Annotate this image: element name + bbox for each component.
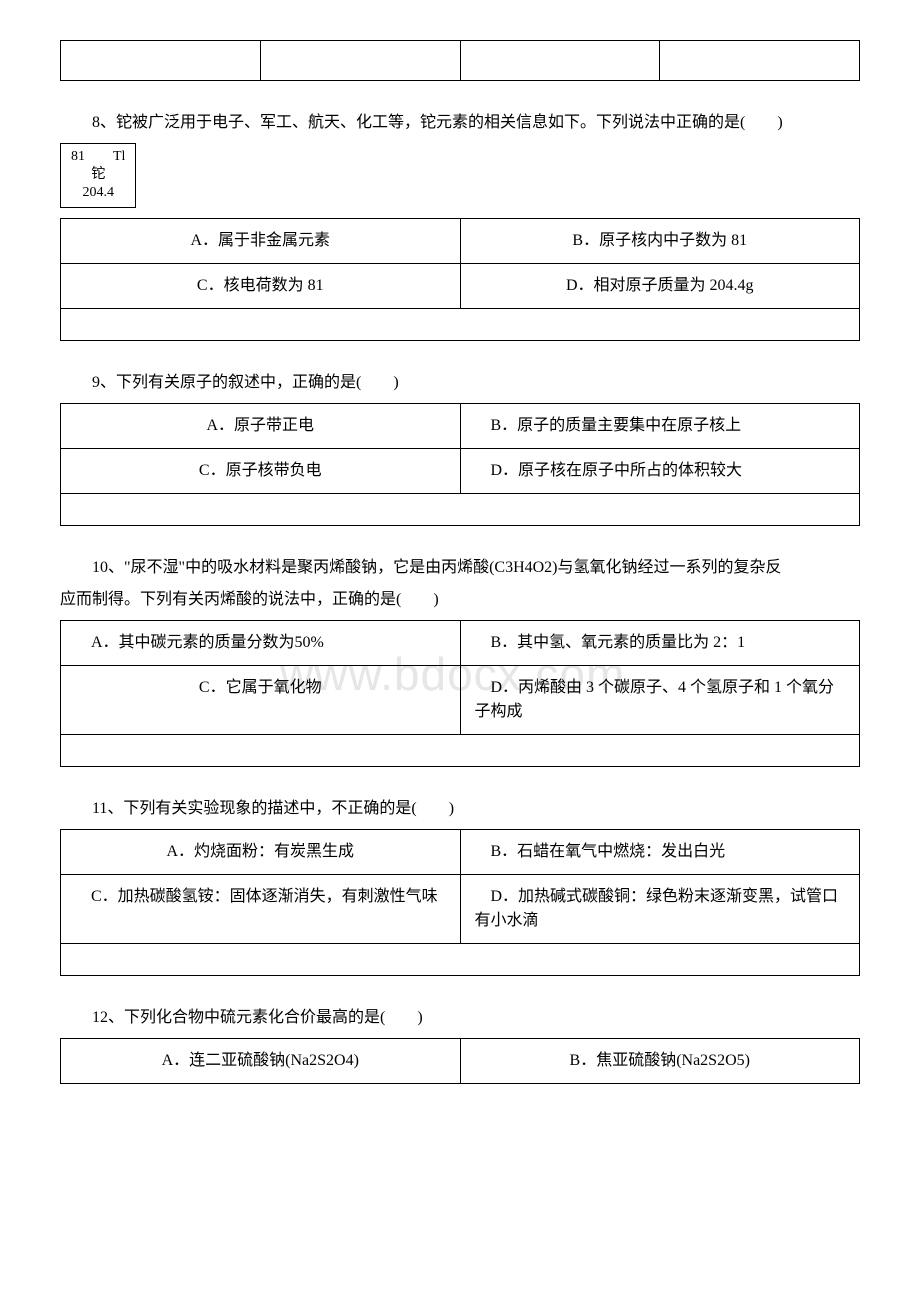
cell [61, 943, 860, 975]
q11-prompt: 11、下列有关实验现象的描述中，不正确的是( ) [60, 797, 860, 821]
q12-options: A．连二亚硫酸钠(Na2S2O4) B．焦亚硫酸钠(Na2S2O5) [60, 1038, 860, 1084]
table-row [61, 308, 860, 340]
table-row: A．原子带正电 B．原子的质量主要集中在原子核上 [61, 403, 860, 448]
table-row: A．其中碳元素的质量分数为50% B．其中氢、氧元素的质量比为 2：1 [61, 620, 860, 665]
option-c: C．加热碳酸氢铵：固体逐渐消失，有刺激性气味 [61, 874, 461, 943]
cell [260, 41, 460, 81]
element-name: 铊 [71, 166, 125, 184]
q10-prompt-a: 10、"尿不湿"中的吸水材料是聚丙烯酸钠，它是由丙烯酸(C3H4O2)与氢氧化钠… [60, 556, 860, 580]
option-d: D．相对原子质量为 204.4g [460, 263, 860, 308]
option-b: B．其中氢、氧元素的质量比为 2：1 [460, 620, 860, 665]
element-mass: 204.4 [71, 184, 125, 202]
option-d: D．加热碱式碳酸铜：绿色粉末逐渐变黑，试管口有小水滴 [460, 874, 860, 943]
q9-options: A．原子带正电 B．原子的质量主要集中在原子核上 C．原子核带负电 D．原子核在… [60, 403, 860, 526]
option-c: C．它属于氧化物 [61, 665, 461, 734]
option-b: B．焦亚硫酸钠(Na2S2O5) [460, 1038, 860, 1083]
option-b: B．原子核内中子数为 81 [460, 218, 860, 263]
table-row [61, 493, 860, 525]
table-row [61, 41, 860, 81]
cell [660, 41, 860, 81]
option-b: B．石蜡在氧气中燃烧：发出白光 [460, 829, 860, 874]
option-a: A．属于非金属元素 [61, 218, 461, 263]
table-row: C．加热碳酸氢铵：固体逐渐消失，有刺激性气味 D．加热碱式碳酸铜：绿色粉末逐渐变… [61, 874, 860, 943]
option-a: A．原子带正电 [61, 403, 461, 448]
option-c: C．核电荷数为 81 [61, 263, 461, 308]
table-row: C．它属于氧化物 D．丙烯酸由 3 个碳原子、4 个氢原子和 1 个氧分子构成 [61, 665, 860, 734]
element-info-box: 81 Tl 铊 204.4 [60, 143, 136, 208]
cell [61, 493, 860, 525]
option-c: C．原子核带负电 [61, 448, 461, 493]
option-d: D．原子核在原子中所占的体积较大 [460, 448, 860, 493]
q8-prompt: 8、铊被广泛用于电子、军工、航天、化工等，铊元素的相关信息如下。下列说法中正确的… [60, 111, 860, 135]
cell [61, 41, 261, 81]
option-a: A．其中碳元素的质量分数为50% [61, 620, 461, 665]
q9-prompt: 9、下列有关原子的叙述中，正确的是( ) [60, 371, 860, 395]
cell [61, 734, 860, 766]
cell [61, 308, 860, 340]
empty-header-table [60, 40, 860, 81]
q8-options: A．属于非金属元素 B．原子核内中子数为 81 C．核电荷数为 81 D．相对原… [60, 218, 860, 341]
table-row: C．核电荷数为 81 D．相对原子质量为 204.4g [61, 263, 860, 308]
q10-prompt-b: 应而制得。下列有关丙烯酸的说法中，正确的是( ) [60, 588, 860, 612]
q11-options: A．灼烧面粉：有炭黑生成 B．石蜡在氧气中燃烧：发出白光 C．加热碳酸氢铵：固体… [60, 829, 860, 976]
q12-prompt: 12、下列化合物中硫元素化合价最高的是( ) [60, 1006, 860, 1030]
q10-options: A．其中碳元素的质量分数为50% B．其中氢、氧元素的质量比为 2：1 C．它属… [60, 620, 860, 767]
table-row: C．原子核带负电 D．原子核在原子中所占的体积较大 [61, 448, 860, 493]
element-number-symbol: 81 Tl [71, 148, 125, 166]
option-d: D．丙烯酸由 3 个碳原子、4 个氢原子和 1 个氧分子构成 [460, 665, 860, 734]
cell [460, 41, 660, 81]
option-b: B．原子的质量主要集中在原子核上 [460, 403, 860, 448]
table-row [61, 943, 860, 975]
option-a: A．灼烧面粉：有炭黑生成 [61, 829, 461, 874]
option-a: A．连二亚硫酸钠(Na2S2O4) [61, 1038, 461, 1083]
table-row: A．灼烧面粉：有炭黑生成 B．石蜡在氧气中燃烧：发出白光 [61, 829, 860, 874]
table-row: A．连二亚硫酸钠(Na2S2O4) B．焦亚硫酸钠(Na2S2O5) [61, 1038, 860, 1083]
table-row [61, 734, 860, 766]
table-row: A．属于非金属元素 B．原子核内中子数为 81 [61, 218, 860, 263]
